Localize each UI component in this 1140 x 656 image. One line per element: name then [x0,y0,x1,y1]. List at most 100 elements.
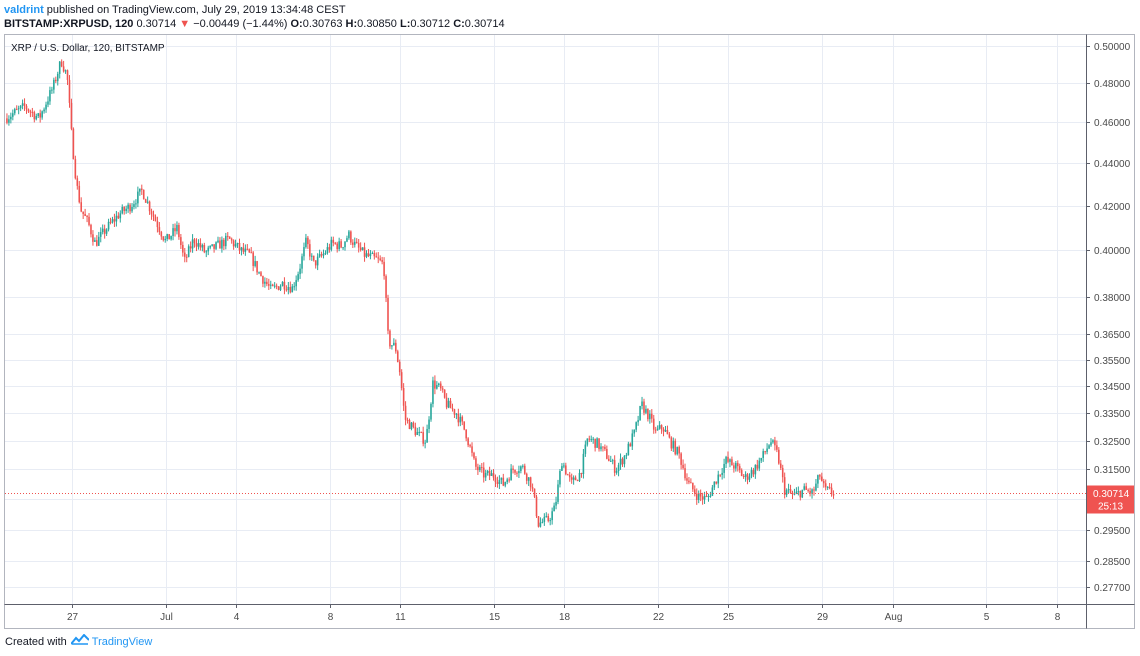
candle-body [576,480,579,482]
candle-body [359,247,362,250]
candle-body [273,285,276,287]
candle-body [627,443,630,456]
candle-body [13,109,16,114]
candle-body [506,479,508,483]
candle-body [580,472,583,475]
candle-body [807,489,809,491]
candle-body [115,215,118,222]
candle-body [197,243,200,247]
candle-body [412,422,415,427]
candle-body [647,408,649,420]
candle-body [137,191,139,204]
candle-body [381,260,383,262]
candle-body [531,487,534,489]
candle-body [652,418,655,430]
candle-body [58,61,61,74]
candle-body [84,213,86,216]
candle-body [101,228,104,233]
candle-body [320,254,323,256]
candle-body [314,260,317,266]
candle-body [236,242,239,245]
candle-body [772,440,774,443]
candle-body [369,253,372,257]
candle-body [604,446,606,450]
candle-body [228,236,231,239]
candle-body [824,483,827,488]
candle-body [590,439,593,441]
candle-body [709,495,712,497]
candle-body [492,473,495,478]
candle-body [463,421,466,430]
time-label: 8 [1055,612,1061,623]
candle-body [109,221,112,223]
candle-body [682,464,684,469]
candle-body [826,486,829,488]
candle-body [686,478,688,481]
candle-body [693,489,696,494]
candle-body [672,440,675,449]
candle-body [719,474,721,476]
open-label: O: [290,18,303,30]
candle-body [332,239,335,243]
candle-body [60,61,63,67]
candle-body [252,252,254,266]
candle-body [563,465,565,467]
candle-body [406,419,409,421]
candle-body [441,388,444,390]
candle-body [617,465,620,471]
price-label: 0.35500 [1094,356,1131,367]
candle-body [735,463,737,469]
price-label: 0.44000 [1094,159,1131,170]
tradingview-brand[interactable]: TradingView [91,635,153,648]
candle-body [471,446,473,453]
candle-body [500,477,503,480]
candle-body [602,446,604,448]
candle-body [785,490,788,495]
candle-body [43,109,45,112]
candle-body [232,240,235,247]
candle-body [279,286,282,290]
candle-body [348,231,350,239]
candle-body [584,444,587,454]
candle-body [45,104,47,110]
candle-body [770,442,772,446]
candle-body [76,178,79,186]
candle-body [455,413,458,415]
candle-body [561,466,563,471]
price-chart[interactable]: 0.50000 0.48000 0.46000 0.44000 0.42000 0.400… [0,34,1140,630]
candle-body [555,501,557,506]
candle-body [125,208,127,212]
candle-body [787,489,790,491]
candle-body [41,111,43,118]
candle-body [92,234,94,242]
candle-body [139,188,141,192]
candle-body [768,445,770,449]
open-value: 0.30763 [302,18,343,30]
candle-body [33,112,36,120]
candle-body [578,472,581,481]
candle-body [344,241,346,248]
candle-body [822,481,825,484]
candle-body [131,207,133,212]
candle-body [305,237,307,248]
candle-body [191,239,194,249]
candle-body [66,70,69,80]
candle-body [543,516,546,522]
candle-body [189,246,192,249]
candle-body [47,101,49,105]
candle-body [289,286,292,293]
candle-body [551,511,553,521]
candle-body [566,474,569,476]
author-name[interactable]: valdrint [4,4,44,16]
tradingview-logo-icon[interactable] [69,633,90,649]
candle-body [797,491,800,493]
candle-body [262,276,264,284]
candle-body [103,228,106,234]
candle-body [557,484,559,502]
candle-body [295,280,297,287]
candle-body [324,253,327,255]
candle-body [830,487,833,494]
candle-body [766,448,768,452]
candle-body [447,400,450,408]
candle-body [10,116,12,120]
